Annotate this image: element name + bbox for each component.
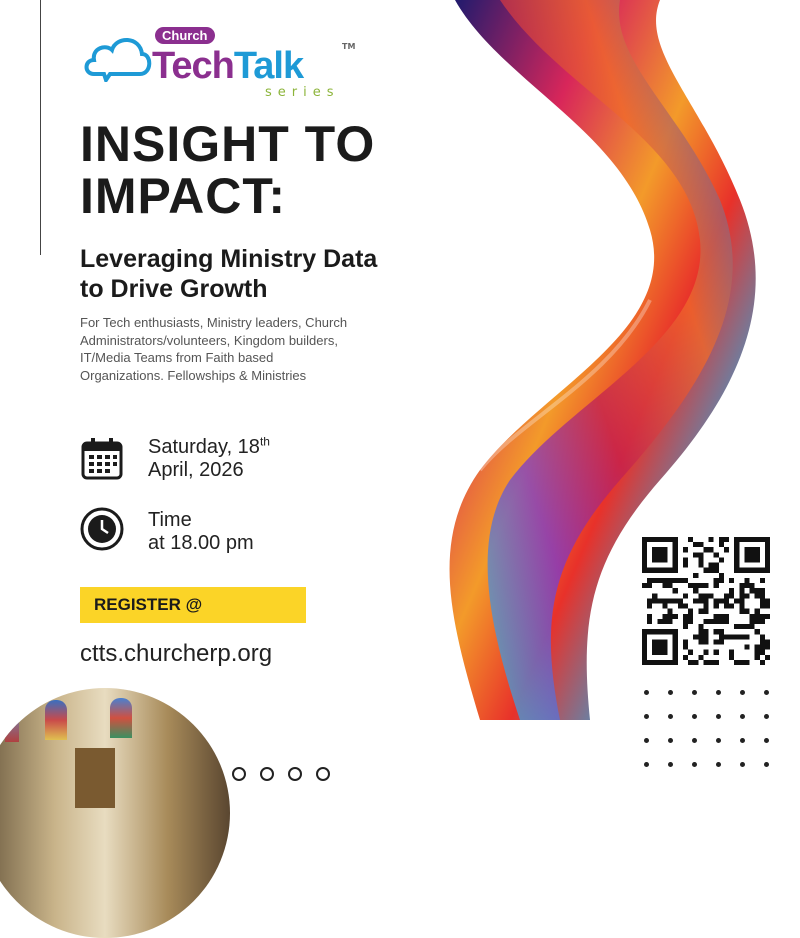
date-line-1: Saturday, 18 (148, 436, 260, 458)
decorative-ring (260, 767, 274, 781)
decorative-dot (668, 738, 673, 743)
decorative-dot (668, 690, 673, 695)
decorative-dot (668, 762, 673, 767)
decorative-ring (232, 767, 246, 781)
divider-line (40, 0, 41, 255)
qr-code[interactable] (642, 537, 770, 665)
decorative-dot (716, 714, 721, 719)
subtitle-line-1: Leveraging Ministry Data (80, 245, 378, 273)
decorative-dot (716, 690, 721, 695)
logo-wordmark: TechTalk (152, 45, 304, 87)
audience-line: Organizations. Fellowships & Ministries (80, 367, 307, 383)
register-banner: REGISTER @ (80, 587, 306, 623)
decorative-dot (740, 738, 745, 743)
title-line-2: IMPACT: (80, 168, 287, 224)
audience-line: Administrators/volunteers, Kingdom build… (80, 332, 338, 348)
decorative-dot (692, 714, 697, 719)
church-interior-photo (0, 688, 230, 938)
decorative-dot (740, 690, 745, 695)
decorative-dot (644, 738, 649, 743)
decorative-dot (764, 690, 769, 695)
decorative-dot (644, 714, 649, 719)
decorative-dot (644, 762, 649, 767)
decorative-dot (764, 738, 769, 743)
logo-series: series (265, 85, 340, 100)
date-suffix: th (259, 434, 270, 449)
registration-url[interactable]: ctts.churcherp.org (80, 640, 273, 667)
date-line-2: April, 2026 (148, 459, 244, 481)
decorative-ring (288, 767, 302, 781)
decorative-dot (644, 690, 649, 695)
decorative-ring (316, 767, 330, 781)
logo-tech: Tech (152, 45, 235, 87)
decorative-dot (716, 738, 721, 743)
cloud-icon (84, 38, 152, 82)
decorative-dot (740, 714, 745, 719)
decorative-dot (764, 762, 769, 767)
main-title: INSIGHT TO IMPACT: (80, 118, 375, 222)
decorative-dot (740, 762, 745, 767)
logo-trademark: TM (342, 42, 356, 51)
title-line-1: INSIGHT TO (80, 116, 376, 172)
time-line-2: at 18.00 pm (148, 532, 254, 554)
decorative-dot (764, 714, 769, 719)
time-line-1: Time (148, 509, 192, 531)
clock-icon (80, 507, 124, 551)
event-time: Time at 18.00 pm (148, 509, 254, 555)
audience-text: For Tech enthusiasts, Ministry leaders, … (80, 314, 450, 384)
decorative-dot (692, 690, 697, 695)
subtitle: Leveraging Ministry Data to Drive Growth (80, 244, 377, 304)
audience-line: IT/Media Teams from Faith based (80, 350, 274, 365)
audience-line: For Tech enthusiasts, Ministry leaders, … (80, 315, 348, 330)
subtitle-line-2: to Drive Growth (80, 275, 268, 303)
event-date: Saturday, 18th April, 2026 (148, 434, 270, 482)
abstract-wave-art (449, 0, 756, 720)
logo-church-badge: Church (155, 27, 215, 44)
decorative-dot (692, 738, 697, 743)
calendar-icon (81, 438, 123, 480)
logo-talk: Talk (233, 45, 304, 87)
decorative-dot (716, 762, 721, 767)
decorative-dot (692, 762, 697, 767)
decorative-dot (668, 714, 673, 719)
